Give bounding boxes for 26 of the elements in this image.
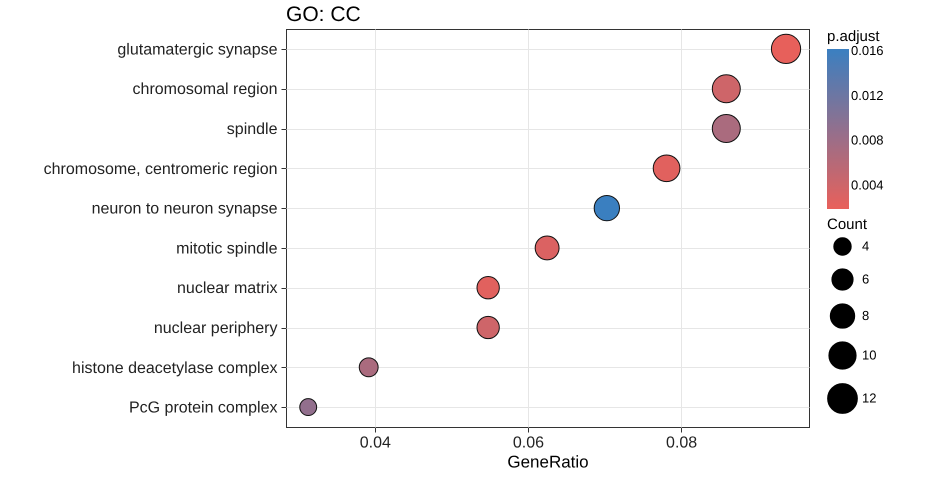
y-tick-label: neuron to neuron synapse — [92, 200, 278, 218]
color-bar-label: 0.016 — [851, 43, 884, 58]
y-tick-label: chromosome, centromeric region — [44, 160, 278, 178]
legend-label: 12 — [862, 390, 876, 406]
legend-label: 6 — [862, 272, 870, 286]
y-tick-label: PcG protein complex — [128, 400, 278, 417]
y-tick-label: glutamatergic synapse — [117, 41, 278, 58]
x-tick-label: 0.08 — [666, 434, 698, 452]
color-bar-title: p.adjust — [827, 28, 880, 45]
color-bar-label: 0.008 — [851, 132, 884, 148]
color-bar-label: 0.004 — [851, 178, 884, 193]
y-tick-label: nuclear periphery — [154, 320, 278, 337]
color-bar-label: 0.012 — [851, 88, 884, 103]
chart-title: GO: CC — [286, 3, 361, 26]
x-tick-label: 0.04 — [360, 434, 391, 452]
legend-label: 8 — [862, 308, 870, 323]
y-tick-label: chromosomal region — [132, 81, 278, 98]
x-axis-title: GeneRatio — [507, 452, 589, 472]
y-tick-label: nuclear matrix — [177, 280, 278, 298]
legend-label: 10 — [862, 348, 876, 362]
y-tick-label: spindle — [226, 121, 278, 138]
legend-label: 4 — [862, 238, 870, 254]
legend-title: Count — [827, 216, 868, 233]
y-tick-label: histone deacetylase complex — [72, 360, 278, 377]
y-tick-label: mitotic spindle — [176, 240, 278, 258]
x-tick-label: 0.06 — [512, 434, 544, 452]
